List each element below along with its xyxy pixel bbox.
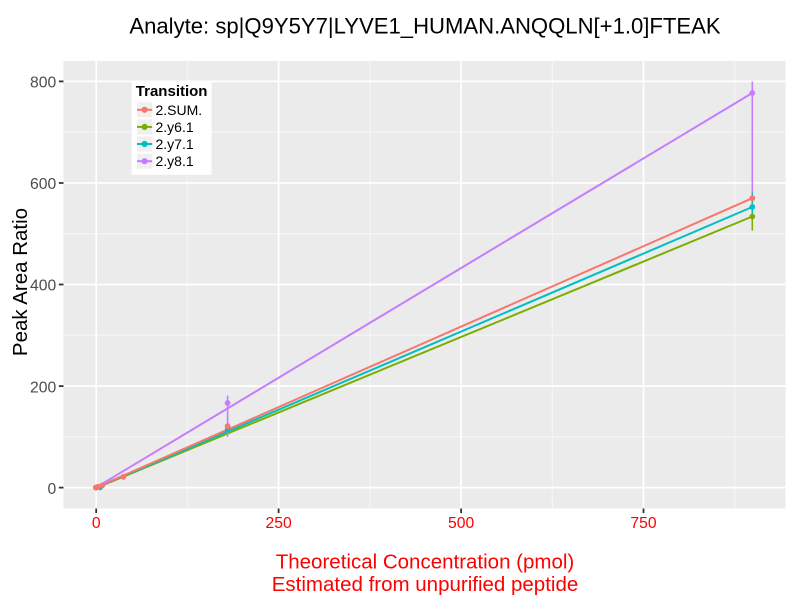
svg-text:0: 0 <box>47 481 56 498</box>
svg-text:250: 250 <box>266 515 292 532</box>
svg-text:2.y7.1: 2.y7.1 <box>156 136 194 152</box>
svg-text:Transition: Transition <box>136 83 208 100</box>
svg-text:600: 600 <box>30 176 56 193</box>
svg-text:500: 500 <box>448 515 474 532</box>
svg-text:2.y6.1: 2.y6.1 <box>156 119 194 135</box>
svg-text:0: 0 <box>92 515 101 532</box>
svg-text:Peak Area Ratio: Peak Area Ratio <box>9 208 32 356</box>
svg-text:750: 750 <box>630 515 656 532</box>
svg-text:2.SUM.: 2.SUM. <box>156 102 203 118</box>
svg-text:Theoretical Concentration (pmo: Theoretical Concentration (pmol) <box>276 551 575 574</box>
svg-text:Estimated from unpurified pept: Estimated from unpurified peptide <box>272 573 579 596</box>
svg-text:2.y8.1: 2.y8.1 <box>156 153 194 169</box>
svg-text:800: 800 <box>30 75 56 92</box>
svg-text:400: 400 <box>30 278 56 295</box>
svg-text:200: 200 <box>30 379 56 396</box>
svg-text:Analyte: sp|Q9Y5Y7|LYVE1_HUMAN: Analyte: sp|Q9Y5Y7|LYVE1_HUMAN.ANQQLN[+1… <box>129 13 721 38</box>
